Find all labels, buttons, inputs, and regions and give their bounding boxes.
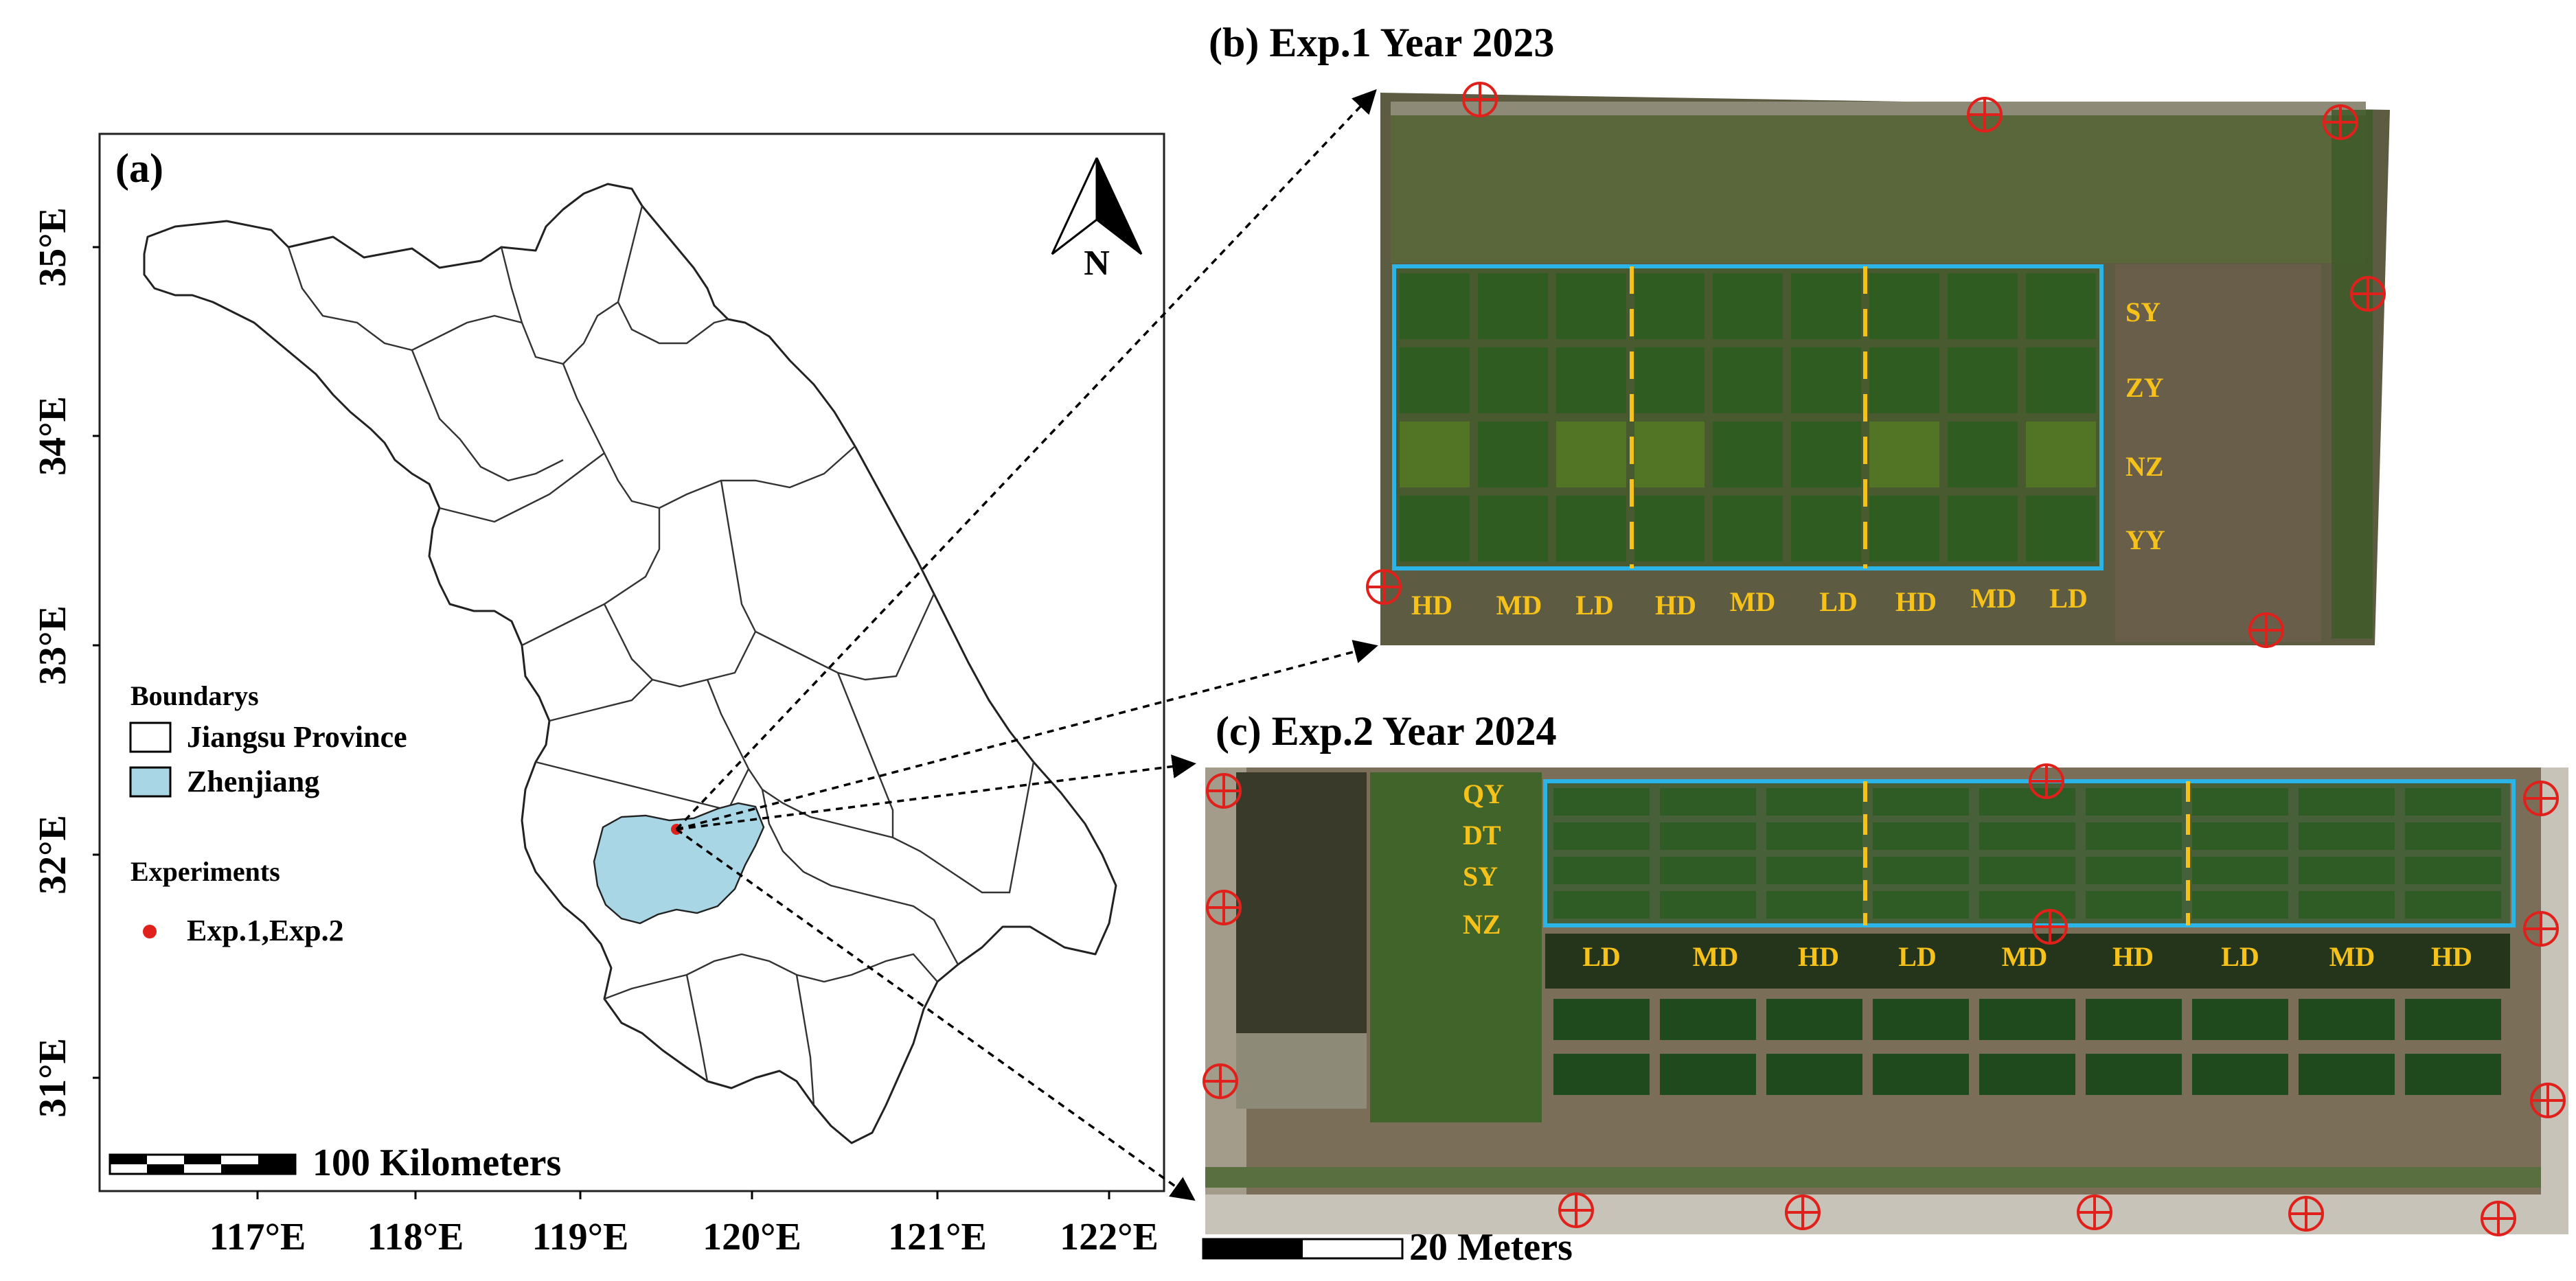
- exp1-row-label: SY: [2125, 297, 2161, 327]
- lat-tick-label: 33°E: [32, 605, 74, 685]
- gcp-marker-icon: [2481, 1201, 2516, 1236]
- lat-axis: 35°E 34°E 33°E 32°E 31°E: [32, 207, 100, 1118]
- exp2-row-label: DT: [1463, 820, 1501, 851]
- exp1-row-label: ZY: [2125, 372, 2164, 403]
- lon-tick-label: 121°E: [888, 1216, 987, 1258]
- lon-tick-label: 122°E: [1060, 1216, 1159, 1258]
- exp1-col-label: LD: [1575, 590, 1614, 621]
- lat-tick-label: 34°E: [32, 396, 74, 476]
- gcp-marker-icon: [2029, 763, 2064, 799]
- exp2-col-label: LD: [1898, 941, 1937, 972]
- legend-province-swatch: [129, 722, 172, 753]
- lat-tick-label: 31°E: [32, 1038, 74, 1118]
- gcp-marker-icon: [2530, 1083, 2566, 1118]
- map-legend: Boundarys Jiangsu Province Zhenjiang Exp…: [129, 680, 407, 947]
- exp2-col-label: LD: [2221, 941, 2259, 972]
- exp1-col-label: MD: [1496, 590, 1542, 621]
- scale-bar-m: 20 Meters: [1202, 1226, 1573, 1269]
- legend-experiments-label: Exp.1,Exp.2: [187, 914, 344, 947]
- gcp-marker-icon: [1558, 1192, 1594, 1228]
- exp2-row-label: NZ: [1463, 909, 1501, 940]
- exp1-col-labels: HD MD LD HD MD LD HD MD LD: [1411, 583, 2088, 621]
- gcp-marker-icon: [2032, 909, 2068, 945]
- exp2-col-labels: LD MD HD LD MD HD LD MD HD: [1582, 941, 2472, 972]
- panel-b-title: (b) Exp.1 Year 2023: [1209, 20, 1554, 65]
- gcp-marker-icon: [2288, 1196, 2324, 1232]
- exp1-col-label: HD: [1411, 590, 1452, 621]
- panel-c-title: (c) Exp.2 Year 2024: [1216, 708, 1557, 754]
- gcp-marker-icon: [1366, 569, 1402, 605]
- gcp-marker-icon: [2523, 781, 2559, 816]
- legend-province-label: Jiangsu Province: [187, 720, 407, 754]
- legend-experiments-title: Experiments: [130, 856, 280, 887]
- scale-bar-km-label: 100 Kilometers: [312, 1142, 561, 1184]
- gcp-marker-icon: [1206, 890, 1242, 925]
- exp2-plot-grid: [1545, 779, 2510, 1095]
- lon-tick-label: 119°E: [532, 1216, 629, 1258]
- north-label: N: [1084, 244, 1110, 283]
- gcp-marker-icon: [1206, 773, 1242, 809]
- exp1-col-label: MD: [1730, 586, 1776, 617]
- exp2-col-label: MD: [2002, 941, 2048, 972]
- panel-a-label: (a): [115, 146, 163, 191]
- exp1-boundary: [1392, 264, 2104, 570]
- zhenjiang-region: [593, 802, 765, 925]
- exp1-row-label: YY: [2125, 524, 2165, 555]
- connector-arrows: [675, 89, 1378, 1201]
- gcp-marker-icon: [2350, 276, 2386, 312]
- lon-tick-label: 120°E: [703, 1216, 801, 1258]
- exp1-col-label: LD: [1819, 586, 1858, 617]
- exp2-col-label: LD: [1582, 941, 1621, 972]
- gcp-marker-icon: [2077, 1195, 2112, 1230]
- exp2-col-label: HD: [2112, 941, 2154, 972]
- gcp-marker-icon: [2323, 104, 2358, 140]
- lat-tick-label: 32°E: [32, 815, 74, 895]
- legend-experiment-point: [143, 925, 157, 938]
- exp1-plot-grid: [1394, 266, 2101, 568]
- panel-b: (b) Exp.1 Year 2023: [1209, 20, 2390, 648]
- lon-tick-label: 117°E: [209, 1216, 306, 1258]
- gcp-marker-icon: [2523, 911, 2559, 947]
- exp1-row-label: NZ: [2125, 451, 2164, 482]
- exp2-col-label: MD: [1693, 941, 1739, 972]
- gcp-marker-icon: [1785, 1195, 1821, 1230]
- exp1-col-label: MD: [1971, 583, 2017, 614]
- lon-axis: 117°E 118°E 119°E 120°E 121°E 122°E: [209, 1191, 1159, 1258]
- north-arrow: N: [1051, 157, 1143, 283]
- lat-tick-label: 35°E: [32, 207, 74, 287]
- exp1-col-label: LD: [2049, 583, 2088, 614]
- exp1-col-label: HD: [1895, 586, 1937, 617]
- gcp-marker-icon: [2248, 612, 2284, 648]
- gcp-marker-icon: [1202, 1063, 1238, 1099]
- jiangsu-province-outline: [143, 183, 1117, 1144]
- exp2-col-label: MD: [2329, 941, 2375, 972]
- panel-a: (a) 35°E 34°E 33°E 32°E 31°E 117°E 118°E…: [32, 132, 1165, 1258]
- legend-boundaries-title: Boundarys: [130, 680, 259, 711]
- panel-c: (c) Exp.2 Year 2024: [1202, 708, 2568, 1269]
- exp1-col-label: HD: [1655, 590, 1696, 621]
- lon-tick-label: 118°E: [367, 1216, 464, 1258]
- exp2-row-label: SY: [1463, 861, 1498, 892]
- legend-zhenjiang-label: Zhenjiang: [187, 765, 319, 798]
- scale-bar-km: 100 Kilometers: [109, 1142, 561, 1184]
- exp2-col-label: HD: [1798, 941, 1839, 972]
- legend-zhenjiang-swatch: [129, 766, 172, 798]
- gcp-marker-icon: [1967, 97, 2003, 132]
- exp2-col-label: HD: [2431, 941, 2472, 972]
- scale-bar-m-label: 20 Meters: [1409, 1226, 1573, 1269]
- exp2-row-label: QY: [1463, 778, 1504, 809]
- gcp-marker-icon: [1462, 82, 1498, 117]
